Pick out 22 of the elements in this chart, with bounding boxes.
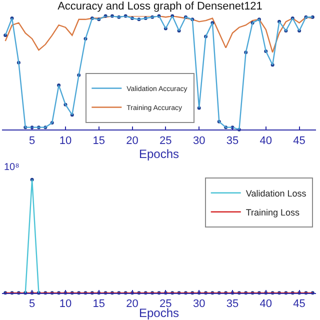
x-tick-label: 20 [126,298,138,310]
x-tick-label: 45 [293,298,306,310]
x-tick-label: 30 [192,134,206,147]
x-tick-label: 40 [260,298,272,310]
x-tick-label: 40 [260,134,272,147]
legend-label: Validation Loss [246,188,307,198]
x-tick-label: 15 [92,134,105,147]
x-tick-label: 5 [29,134,36,147]
x-tick-label: 10 [59,134,72,147]
x-tick-label: 35 [226,298,239,310]
x-tick-label: 10 [59,298,72,310]
x-tick-label: 30 [192,298,206,310]
x-tick-label: 5 [29,298,36,310]
x-tick-label: 45 [293,134,306,147]
x-axis-title: Epochs [138,146,180,161]
x-tick-label: 35 [226,134,239,147]
x-tick-label: 20 [126,134,138,147]
legend-label: Training Loss [246,207,300,218]
x-tick-label: 15 [92,298,105,310]
chart-title: Accuracy and Loss graph of Densenet121 [58,0,262,12]
text: 10⁸ [4,162,20,173]
x-tick-label: 25 [160,134,172,147]
